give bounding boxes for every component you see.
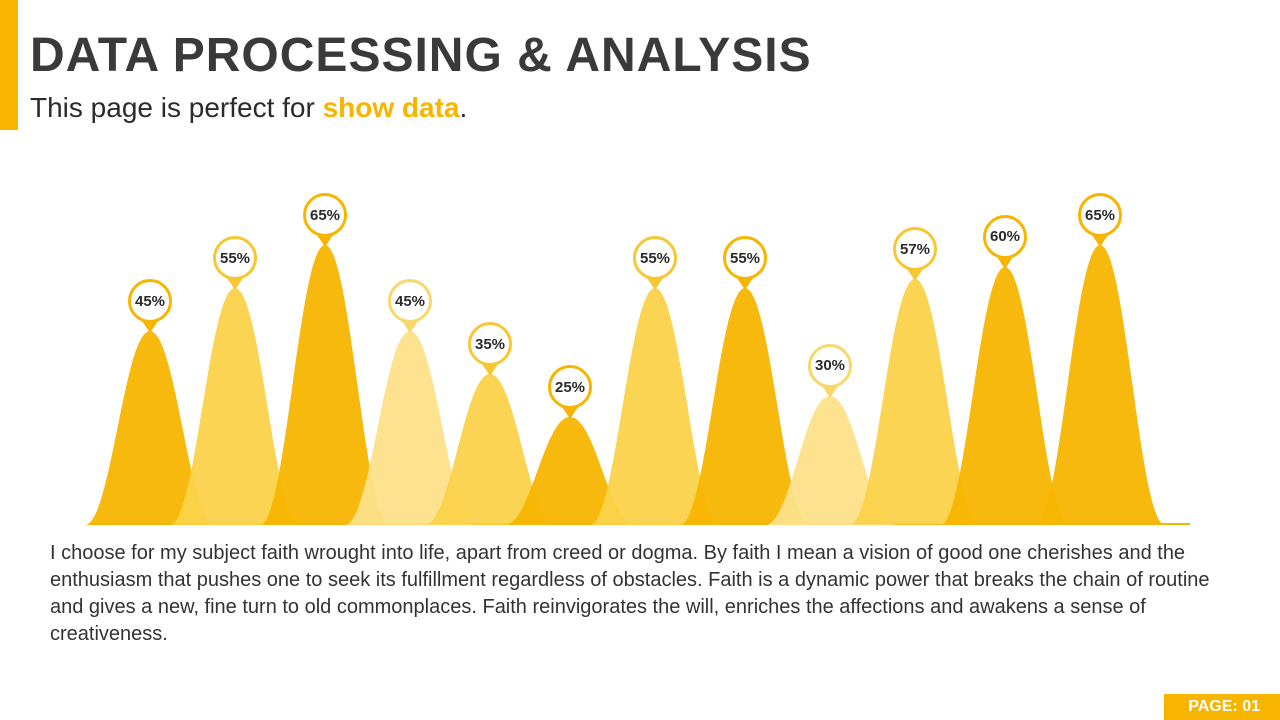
pin-value: 55%: [213, 236, 257, 280]
pin-value: 30%: [808, 344, 852, 388]
page-number-badge: PAGE: 01: [1164, 694, 1280, 720]
pin-value: 35%: [468, 322, 512, 366]
chart-pin: 55%: [213, 236, 257, 290]
chart-pin: 65%: [1078, 193, 1122, 247]
chart-pin: 30%: [808, 344, 852, 398]
pin-value: 55%: [633, 236, 677, 280]
body-text: I choose for my subject faith wrought in…: [50, 540, 1230, 648]
pin-value: 57%: [893, 227, 937, 271]
chart-pin: 25%: [548, 365, 592, 419]
chart-bump: [1035, 245, 1165, 525]
bump-chart: 45% 55% 65% 45% 35% 25% 55% 55% 30% 57% 60% 65%: [90, 155, 1190, 525]
chart-pin: 57%: [893, 227, 937, 281]
chart-pin: 35%: [468, 322, 512, 376]
pin-value: 55%: [723, 236, 767, 280]
chart-pin: 65%: [303, 193, 347, 247]
pin-value: 45%: [128, 279, 172, 323]
pin-value: 60%: [983, 215, 1027, 259]
chart-pin: 55%: [723, 236, 767, 290]
chart-pin: 45%: [128, 279, 172, 333]
chart-pin: 55%: [633, 236, 677, 290]
pin-value: 65%: [303, 193, 347, 237]
subtitle-highlight: show data: [323, 92, 460, 123]
subtitle-suffix: .: [460, 92, 468, 123]
slide-page: DATA PROCESSING & ANALYSIS This page is …: [0, 0, 1280, 720]
page-title: DATA PROCESSING & ANALYSIS: [30, 28, 812, 83]
page-subtitle: This page is perfect for show data.: [30, 92, 467, 124]
pin-value: 65%: [1078, 193, 1122, 237]
accent-bar: [0, 0, 18, 130]
chart-pin: 60%: [983, 215, 1027, 269]
pin-value: 45%: [388, 279, 432, 323]
subtitle-prefix: This page is perfect for: [30, 92, 323, 123]
chart-pin: 45%: [388, 279, 432, 333]
pin-value: 25%: [548, 365, 592, 409]
